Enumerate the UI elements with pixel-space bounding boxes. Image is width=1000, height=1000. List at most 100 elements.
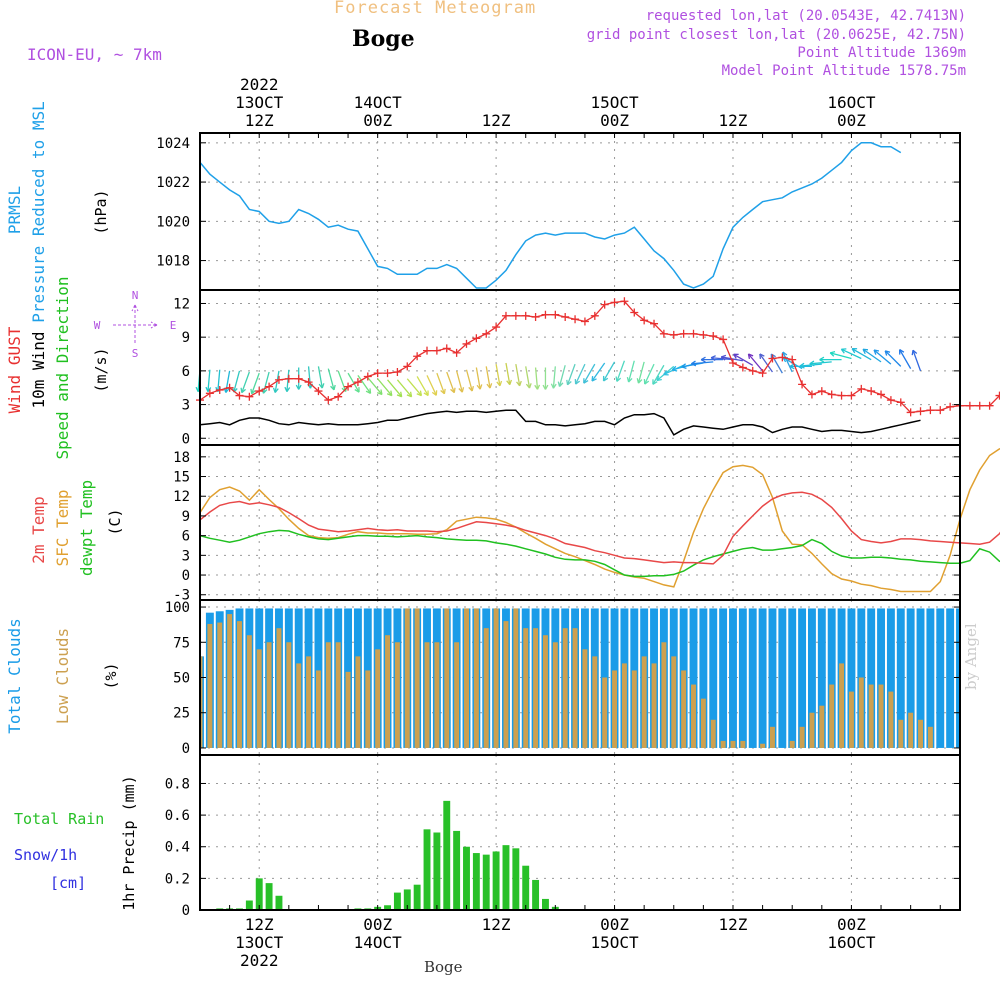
low-cloud-bar	[829, 684, 835, 748]
rain-bar	[502, 845, 510, 910]
sfc-temp-line	[199, 448, 1000, 593]
low-cloud-bar	[651, 663, 657, 748]
wind-vector	[241, 371, 250, 393]
low-cloud-bar	[631, 670, 637, 748]
wind-vector-head	[851, 347, 858, 354]
pressure-line	[199, 142, 902, 289]
wind-vector-head	[583, 378, 589, 384]
gust-marker	[225, 383, 234, 392]
gust-marker	[906, 408, 915, 417]
rain-bar	[443, 800, 451, 910]
rain-bar	[255, 878, 263, 910]
low-cloud-label: Low Clouds	[53, 628, 72, 724]
bottom-time-label: 2022	[240, 951, 279, 970]
wind-vector-head	[295, 384, 302, 390]
total-cloud-bar	[748, 608, 757, 748]
low-cloud-bar	[730, 740, 736, 748]
wind-vector	[327, 368, 335, 391]
wind-vector-head	[884, 350, 891, 356]
y-tick-label: 25	[173, 706, 190, 722]
rain-bar	[472, 853, 480, 910]
low-cloud-bar	[612, 670, 618, 748]
gust-marker	[274, 375, 283, 384]
wind-vector	[505, 362, 511, 385]
wind-vector	[446, 371, 455, 393]
grid-point-coords: grid point closest lon,lat (20.0625E, 42…	[586, 27, 966, 43]
gust-marker	[383, 369, 392, 378]
wind-vector-head	[450, 387, 456, 394]
gust-marker	[580, 317, 589, 326]
gust-marker	[995, 391, 1000, 400]
wind-vector	[721, 356, 743, 362]
rain-bar	[423, 829, 431, 910]
precip-unit: 1hr Precip (mm)	[120, 775, 138, 910]
wind-vector-head	[506, 379, 513, 386]
wind-vector-head	[873, 349, 880, 355]
y-tick-label: 18	[173, 450, 190, 466]
wind-vector	[770, 353, 783, 374]
wind-vector	[899, 349, 912, 369]
rain-label: Total Rain	[14, 810, 104, 828]
y-tick-label: 100	[165, 600, 190, 616]
wind-vector	[583, 363, 596, 384]
low-cloud-bar	[394, 642, 400, 748]
gust-marker	[620, 297, 629, 306]
top-time-label: 13OCT	[235, 93, 284, 112]
y-tick-label: 1020	[156, 214, 190, 230]
total-cloud-label: Total Clouds	[5, 618, 24, 734]
gust-marker	[600, 300, 609, 309]
low-cloud-bar	[908, 712, 914, 748]
wind-vector	[217, 369, 221, 392]
total-cloud-bar	[956, 608, 960, 748]
low-cloud-bar	[266, 642, 272, 748]
wind-vector-head	[652, 379, 658, 385]
low-cloud-bar	[200, 656, 203, 748]
gust-marker	[985, 401, 994, 410]
gust-marker	[255, 387, 264, 396]
low-cloud-bar	[315, 670, 321, 748]
y-tick-label: 0	[182, 741, 190, 757]
wind-vector-head	[386, 390, 393, 397]
gust-marker	[758, 369, 767, 378]
wind-vector	[862, 348, 882, 363]
low-cloud-bar	[365, 670, 371, 748]
wind-vector	[591, 362, 606, 382]
wind-vector-head	[416, 390, 423, 397]
gust-marker	[837, 391, 846, 400]
low-cloud-bar	[641, 656, 647, 748]
wind-vector-head	[365, 388, 372, 394]
wind-vector-head	[468, 385, 474, 392]
panel-frame	[199, 754, 961, 911]
gust-marker	[304, 378, 313, 387]
wind-vector-head	[377, 389, 383, 396]
wind-vector	[851, 348, 872, 361]
top-time-label: 15OCT	[590, 93, 639, 112]
y-tick-label: 0	[182, 568, 190, 584]
rain-bar	[492, 851, 500, 910]
top-time-label: 16OCT	[827, 93, 876, 112]
low-cloud-bar	[523, 628, 529, 748]
low-cloud-bar	[345, 671, 351, 748]
low-cloud-bar	[464, 608, 469, 748]
gust-marker	[778, 353, 787, 362]
t2m-label: 2m Temp	[29, 496, 48, 563]
wind-vector	[387, 379, 403, 398]
low-cloud-bar	[592, 656, 598, 748]
gust-marker	[492, 323, 501, 332]
wind-vector-head	[636, 378, 643, 384]
wind-vector-head	[720, 354, 727, 361]
wind-vector-head	[733, 353, 739, 359]
pressure-unit: (hPa)	[92, 189, 110, 234]
gust-marker	[590, 311, 599, 320]
low-cloud-bar	[493, 608, 499, 748]
low-cloud-bar	[434, 642, 440, 748]
gust-marker	[344, 382, 353, 391]
low-cloud-bar	[671, 656, 677, 748]
wind-vector	[251, 372, 260, 395]
low-cloud-bar	[602, 677, 608, 748]
total-cloud-bar	[699, 608, 708, 748]
y-tick-label: 0.2	[165, 871, 190, 887]
gust-marker	[482, 329, 491, 338]
wind-vector-head	[406, 391, 413, 398]
